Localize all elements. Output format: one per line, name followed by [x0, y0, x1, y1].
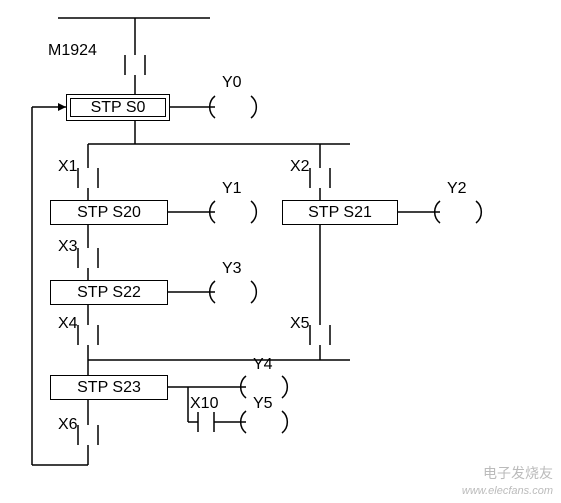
step-s22: STP S22 [50, 280, 168, 305]
output-label-y0: Y0 [222, 74, 242, 92]
transition-label-x5: X5 [290, 315, 310, 333]
output-label-y4: Y4 [253, 356, 273, 374]
transition-label-x3: X3 [58, 238, 78, 256]
transition-label-x4: X4 [58, 315, 78, 333]
watermark-url: www.elecfans.com [462, 485, 553, 497]
transition-label-x1: X1 [58, 158, 78, 176]
watermark-brand: 电子发烧友 [483, 463, 553, 483]
output-label-y3: Y3 [222, 260, 242, 278]
step-s0: STP S0 [70, 98, 166, 117]
output-label-y5: Y5 [253, 395, 273, 413]
contact-label-m1924: M1924 [48, 42, 97, 60]
transition-label-x2: X2 [290, 158, 310, 176]
step-s20: STP S20 [50, 200, 168, 225]
step-s21: STP S21 [282, 200, 398, 225]
output-label-y1: Y1 [222, 180, 242, 198]
step-s23: STP S23 [50, 375, 168, 400]
output-label-y2: Y2 [447, 180, 467, 198]
transition-label-x6: X6 [58, 416, 78, 434]
contact-label-x10: X10 [190, 395, 218, 413]
